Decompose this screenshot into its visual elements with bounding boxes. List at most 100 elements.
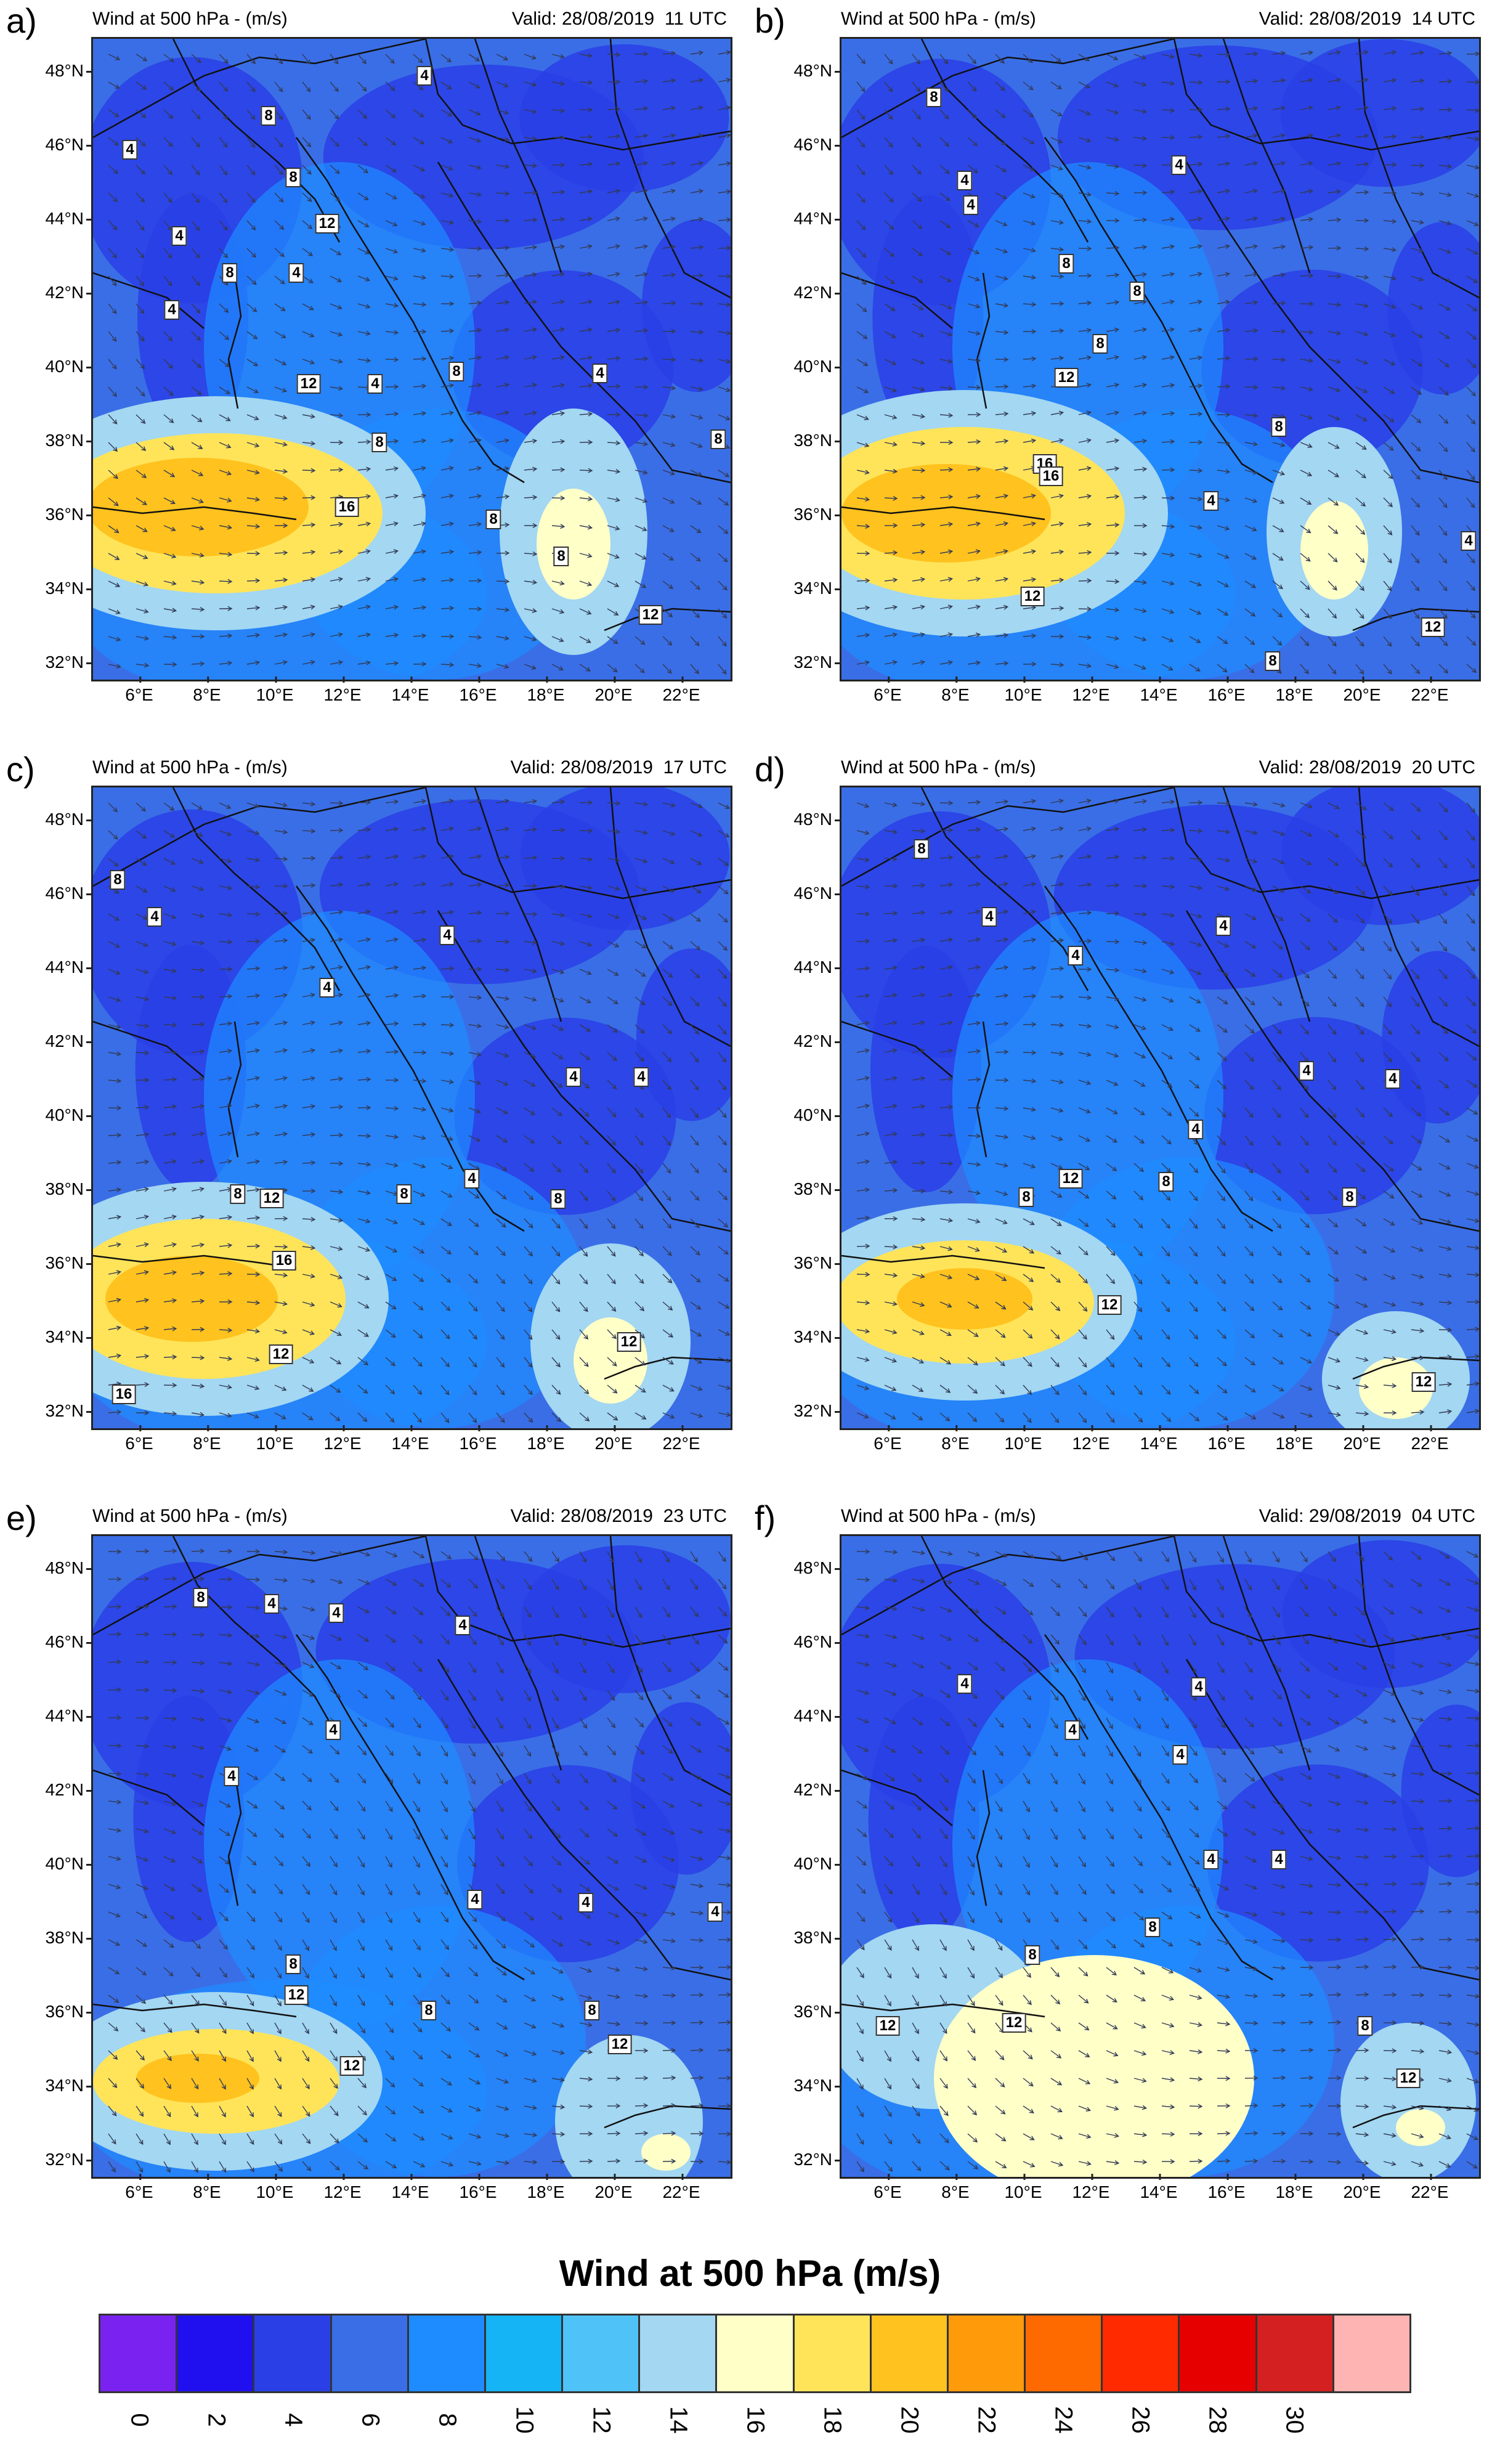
colorbar-swatch: [485, 2316, 564, 2391]
wind-vector: [662, 1190, 671, 1202]
wind-vector: [967, 993, 981, 998]
jet-core: [136, 2054, 259, 2103]
wind-vector: [1383, 1579, 1394, 1588]
wind-vector: [163, 81, 174, 91]
wind-vector: [1244, 1218, 1254, 1229]
wind-vector: [385, 2022, 394, 2033]
wind-vector: [357, 1105, 371, 1110]
wind-vector: [274, 2078, 282, 2090]
wind-vector: [302, 1274, 315, 1279]
wind-vector: [690, 1135, 699, 1146]
wind-vector: [551, 1080, 563, 1088]
wind-vector: [579, 327, 593, 333]
wind-vector: [524, 883, 538, 888]
wind-vector: [1411, 1080, 1421, 1089]
wind-vector: [413, 1662, 423, 1672]
wind-vector: [1272, 385, 1286, 391]
latitude-label: 48°N: [752, 810, 841, 829]
wind-vector: [662, 1689, 672, 1700]
wind-vector: [884, 802, 898, 807]
longitude-label: 10°E: [256, 2174, 294, 2202]
wind-vector: [1466, 442, 1475, 453]
wind-vector: [1438, 802, 1448, 813]
wind-vector: [1023, 1050, 1037, 1055]
panel-letter: d): [755, 750, 785, 789]
wind-vector: [357, 1190, 371, 1195]
wind-vector: [1466, 1354, 1479, 1359]
panel-letter: c): [6, 750, 35, 789]
wind-vector: [1300, 1384, 1313, 1391]
wind-vector: [1272, 1384, 1284, 1392]
contour-label: 8: [1145, 1917, 1161, 1937]
wind-vector: [856, 830, 870, 836]
wind-vector: [1466, 1606, 1479, 1612]
wind-vector: [551, 1634, 559, 1646]
wind-vector: [136, 1548, 150, 1554]
contour-label: 4: [288, 263, 304, 283]
wind-vector: [246, 1773, 259, 1780]
wind-vector: [1161, 439, 1175, 444]
wind-vector: [912, 522, 926, 527]
wind-vector: [274, 1662, 288, 1668]
border-line: [976, 1021, 991, 1158]
wind-vector: [163, 54, 175, 63]
wind-vector: [440, 1773, 448, 1785]
wind-vector: [1411, 248, 1424, 253]
wind-vector: [1355, 2104, 1369, 2109]
wind-vector: [634, 580, 647, 588]
wind-vector: [1078, 578, 1092, 583]
wind-vector: [1078, 1967, 1089, 1977]
wind-vector: [219, 1661, 233, 1666]
wind-vector: [1411, 1771, 1425, 1777]
wind-vector: [219, 1327, 233, 1333]
wind-vector: [1272, 1579, 1280, 1591]
wind-vector: [524, 438, 538, 444]
wind-vector: [136, 1382, 150, 1388]
wind-vector: [1106, 939, 1120, 945]
wind-vector: [1272, 133, 1286, 139]
wind-vector: [579, 828, 593, 834]
wind-vector: [607, 1301, 617, 1312]
wind-vector: [136, 1856, 149, 1862]
wind-vector: [1050, 994, 1064, 999]
wind-vector: [330, 522, 344, 527]
wind-vector: [302, 1160, 316, 1166]
wind-vector: [1244, 525, 1257, 532]
wind-vector: [912, 386, 925, 392]
wind-vector: [912, 192, 922, 202]
wind-vector: [468, 1800, 476, 1813]
wind-vector: [856, 497, 870, 502]
wind-vector: [274, 1048, 288, 1054]
wind-vector: [856, 54, 866, 65]
wind-vector: [856, 1884, 866, 1894]
wind-vector: [1466, 1327, 1479, 1332]
wind-vector: [718, 274, 731, 279]
jet-core: [841, 464, 1051, 563]
wind-vector: [1133, 1606, 1141, 1619]
wind-vector: [662, 830, 676, 836]
wind-vector: [1023, 1022, 1037, 1027]
wind-vector: [274, 1884, 283, 1895]
wind-vector: [219, 1131, 233, 1137]
wind-vector: [1106, 1773, 1114, 1785]
wind-vector: [357, 1828, 365, 1840]
wind-vector: [440, 383, 455, 388]
wind-vector: [551, 81, 566, 86]
wind-vector: [302, 1020, 316, 1026]
wind-field: [841, 787, 1479, 1428]
wind-vector: [385, 1689, 395, 1700]
wind-vector: [1300, 1135, 1309, 1146]
wind-vector: [468, 606, 482, 612]
wind-vector: [1189, 2104, 1203, 2109]
wind-vector: [357, 192, 369, 201]
wind-vector: [496, 1773, 503, 1785]
wind-vector: [579, 1301, 588, 1312]
wind-vector: [884, 1856, 894, 1867]
wind-vector: [856, 1717, 869, 1723]
wind-vector: [1411, 1689, 1424, 1695]
wind-vector: [1106, 911, 1120, 916]
wind-vector: [357, 1773, 367, 1784]
wind-vector: [1300, 414, 1313, 420]
wind-vector: [1438, 386, 1449, 396]
wind-vector: [551, 664, 564, 671]
